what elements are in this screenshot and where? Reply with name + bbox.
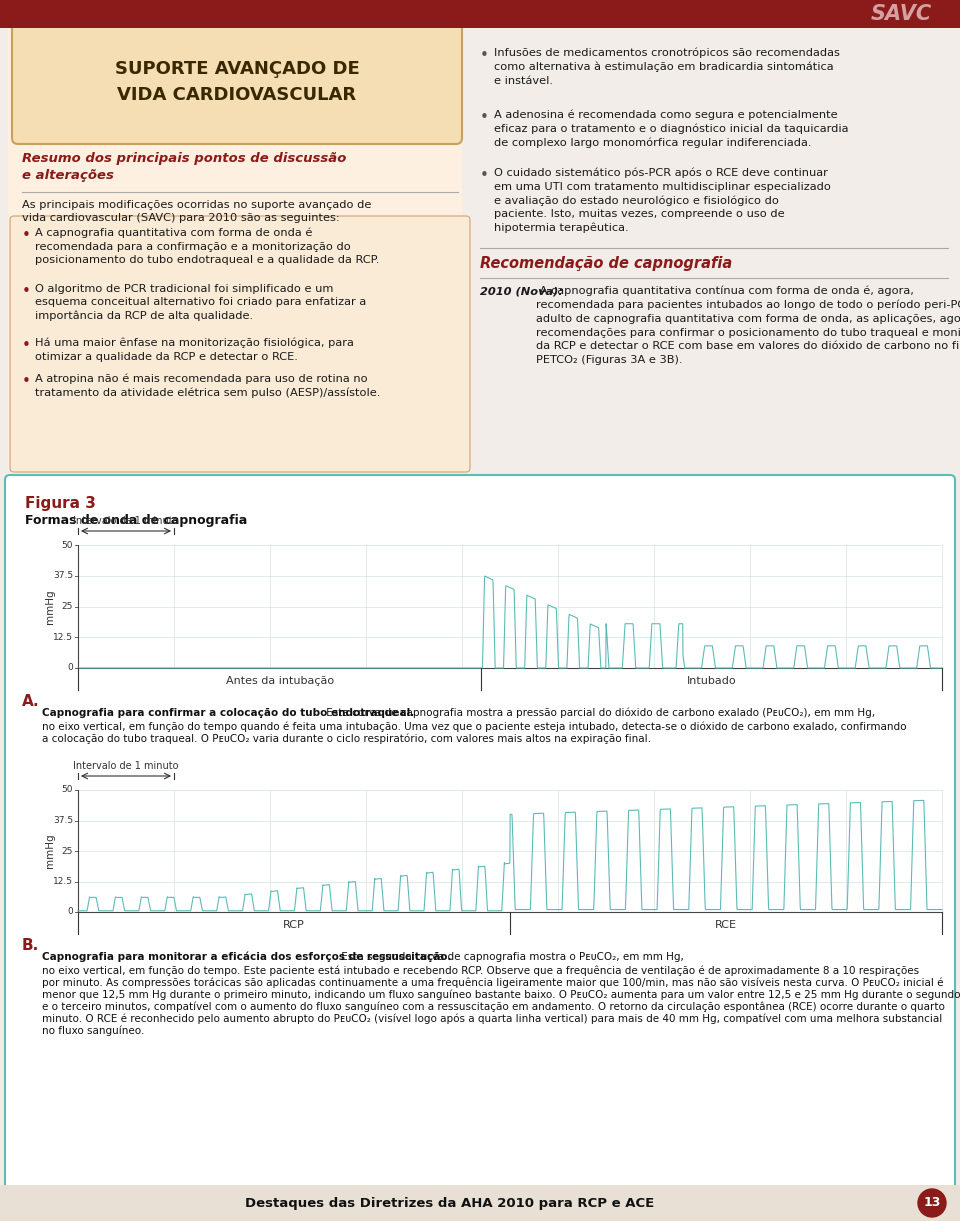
Text: Formas de onda de capnografia: Formas de onda de capnografia <box>25 514 248 527</box>
Text: no eixo vertical, em função do tempo quando é feita uma intubação. Uma vez que o: no eixo vertical, em função do tempo qua… <box>42 722 906 733</box>
FancyBboxPatch shape <box>12 22 462 144</box>
Text: Capnografia para confirmar a colocação do tubo endotraqueal.: Capnografia para confirmar a colocação d… <box>42 708 415 718</box>
Text: Há uma maior ênfase na monitorização fisiológica, para
otimizar a qualidade da R: Há uma maior ênfase na monitorização fis… <box>35 338 354 361</box>
Text: A capnografia quantitativa contínua com forma de onda é, agora,
recomendada para: A capnografia quantitativa contínua com … <box>536 286 960 365</box>
Text: SUPORTE AVANÇADO DE
VIDA CARDIOVASCULAR: SUPORTE AVANÇADO DE VIDA CARDIOVASCULAR <box>114 61 359 104</box>
Text: 2010 (Nova):: 2010 (Nova): <box>480 286 563 295</box>
Text: Recomendação de capnografia: Recomendação de capnografia <box>480 256 732 271</box>
Text: SAVC: SAVC <box>871 4 932 24</box>
Text: •: • <box>22 374 31 389</box>
Text: Infusões de medicamentos cronotrópicos são recomendadas
como alternativa à estim: Infusões de medicamentos cronotrópicos s… <box>494 48 840 85</box>
Text: 0: 0 <box>67 663 73 673</box>
Text: Capnografia para monitorar a eficácia dos esforços de ressuscitação.: Capnografia para monitorar a eficácia do… <box>42 952 451 962</box>
Text: •: • <box>22 338 31 353</box>
Text: e o terceiro minutos, compatível com o aumento do fluxo sanguíneo com a ressusci: e o terceiro minutos, compatível com o a… <box>42 1002 945 1012</box>
Text: •: • <box>22 284 31 299</box>
Text: B.: B. <box>22 938 39 954</box>
Text: O cuidado sistemático pós-PCR após o RCE deve continuar
em uma UTI com tratament: O cuidado sistemático pós-PCR após o RCE… <box>494 168 830 233</box>
Text: 25: 25 <box>61 846 73 856</box>
Text: •: • <box>480 168 489 183</box>
Text: a colocação do tubo traqueal. O PᴇᴜCO₂ varia durante o ciclo respiratório, com v: a colocação do tubo traqueal. O PᴇᴜCO₂ v… <box>42 734 651 745</box>
Text: no fluxo sanguíneo.: no fluxo sanguíneo. <box>42 1026 144 1037</box>
Text: A adenosina é recomendada como segura e potencialmente
eficaz para o tratamento : A adenosina é recomendada como segura e … <box>494 110 849 148</box>
FancyBboxPatch shape <box>8 28 462 470</box>
Text: Esta segunda curva de capnografia mostra o PᴇᴜCO₂, em mm Hg,: Esta segunda curva de capnografia mostra… <box>338 952 684 962</box>
Text: 37.5: 37.5 <box>53 571 73 580</box>
Text: mmHg: mmHg <box>45 834 55 868</box>
Text: •: • <box>480 110 489 125</box>
Text: 0: 0 <box>67 907 73 917</box>
Text: Figura 3: Figura 3 <box>25 496 96 512</box>
Text: 37.5: 37.5 <box>53 816 73 825</box>
Text: A capnografia quantitativa com forma de onda é
recomendada para a confirmação e : A capnografia quantitativa com forma de … <box>35 228 379 265</box>
Text: mmHg: mmHg <box>45 590 55 624</box>
Text: Intubado: Intubado <box>686 676 736 686</box>
Text: 50: 50 <box>61 785 73 795</box>
Text: minuto. O RCE é reconhecido pelo aumento abrupto do PᴇᴜCO₂ (visível logo após a : minuto. O RCE é reconhecido pelo aumento… <box>42 1013 943 1024</box>
Text: menor que 12,5 mm Hg durante o primeiro minuto, indicando um fluxo sanguíneo bas: menor que 12,5 mm Hg durante o primeiro … <box>42 990 960 1000</box>
Text: RCE: RCE <box>715 919 737 930</box>
Text: Resumo dos principais pontos de discussão
e alterações: Resumo dos principais pontos de discussã… <box>22 151 347 182</box>
FancyBboxPatch shape <box>0 0 960 28</box>
Text: A atropina não é mais recomendada para uso de rotina no
tratamento da atividade : A atropina não é mais recomendada para u… <box>35 374 380 398</box>
Text: no eixo vertical, em função do tempo. Este paciente está intubado e recebendo RC: no eixo vertical, em função do tempo. Es… <box>42 966 919 977</box>
Text: RCP: RCP <box>283 919 305 930</box>
Text: A.: A. <box>22 694 39 709</box>
Text: As principais modificações ocorridas no suporte avançado de
vida cardiovascular : As principais modificações ocorridas no … <box>22 200 372 223</box>
Text: •: • <box>480 48 489 63</box>
Circle shape <box>918 1189 946 1217</box>
Text: Antes da intubação: Antes da intubação <box>226 676 334 686</box>
FancyBboxPatch shape <box>0 1186 960 1221</box>
Text: Esta curva de capnografia mostra a pressão parcial do dióxido de carbono exalado: Esta curva de capnografia mostra a press… <box>323 708 876 718</box>
Text: 13: 13 <box>924 1197 941 1210</box>
Text: 50: 50 <box>61 541 73 549</box>
Text: por minuto. As compressões torácicas são aplicadas continuamente a uma frequênci: por minuto. As compressões torácicas são… <box>42 978 944 989</box>
FancyBboxPatch shape <box>5 475 955 1190</box>
Text: 25: 25 <box>61 602 73 610</box>
Text: 12.5: 12.5 <box>53 877 73 886</box>
Text: Destaques das Diretrizes da AHA 2010 para RCP e ACE: Destaques das Diretrizes da AHA 2010 par… <box>246 1197 655 1210</box>
Text: •: • <box>22 228 31 243</box>
Text: O algoritmo de PCR tradicional foi simplificado e um
esquema conceitual alternat: O algoritmo de PCR tradicional foi simpl… <box>35 284 367 321</box>
Text: Intervalo de 1 minuto: Intervalo de 1 minuto <box>73 516 179 526</box>
Text: Intervalo de 1 minuto: Intervalo de 1 minuto <box>73 761 179 770</box>
FancyBboxPatch shape <box>10 216 470 473</box>
Text: 12.5: 12.5 <box>53 632 73 642</box>
